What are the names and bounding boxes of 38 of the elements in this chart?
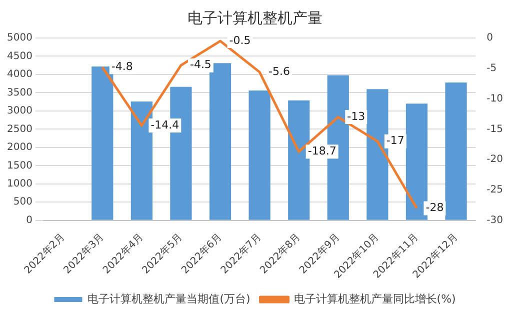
y2-tick-label: -25 — [486, 184, 504, 196]
bar — [288, 100, 310, 220]
data-label: -28 — [426, 201, 444, 214]
y2-tick-label: -10 — [486, 93, 504, 104]
data-label: -4.8 — [111, 60, 133, 74]
data-label: -18.7 — [308, 144, 336, 158]
y-tick-label: 3000 — [6, 106, 32, 117]
legend-label: 电子计算机整机产量当期值(万台) — [88, 292, 250, 306]
y-tick-label: 5000 — [6, 32, 32, 44]
y-tick-label: 3500 — [6, 87, 32, 98]
y2-tick-label: -15 — [486, 124, 504, 135]
bar — [130, 101, 152, 220]
y-tick-label: 1500 — [6, 160, 32, 172]
y2-tick-label: -30 — [486, 214, 504, 226]
legend-label: 电子计算机整机产量同比增长(%) — [294, 292, 456, 306]
y2-tick-label: -20 — [486, 154, 504, 166]
data-label: -14.4 — [150, 118, 180, 132]
bar — [248, 90, 270, 220]
y2-tick-label: 0 — [486, 32, 494, 44]
y-tick-label: 0 — [26, 214, 32, 226]
data-label: -5.6 — [268, 64, 290, 78]
bar — [92, 66, 114, 220]
bar — [445, 82, 467, 220]
data-label: -17 — [386, 134, 404, 148]
chart-title: 电子计算机整机产量 — [188, 8, 322, 27]
data-label: -0.5 — [229, 34, 251, 47]
y-tick-label: 1000 — [6, 178, 32, 190]
data-label: -13 — [347, 110, 366, 123]
data-label: -4.5 — [190, 58, 212, 72]
y-tick-label: 4500 — [6, 50, 32, 62]
y2-tick-label: -5 — [486, 62, 497, 74]
y-tick-label: 2000 — [6, 142, 32, 154]
y-tick-label: 2500 — [6, 124, 32, 135]
bar — [209, 63, 232, 220]
bar — [366, 89, 388, 220]
bar — [406, 104, 428, 220]
y-tick-label: 500 — [13, 196, 32, 208]
y-tick-label: 4000 — [6, 69, 32, 80]
